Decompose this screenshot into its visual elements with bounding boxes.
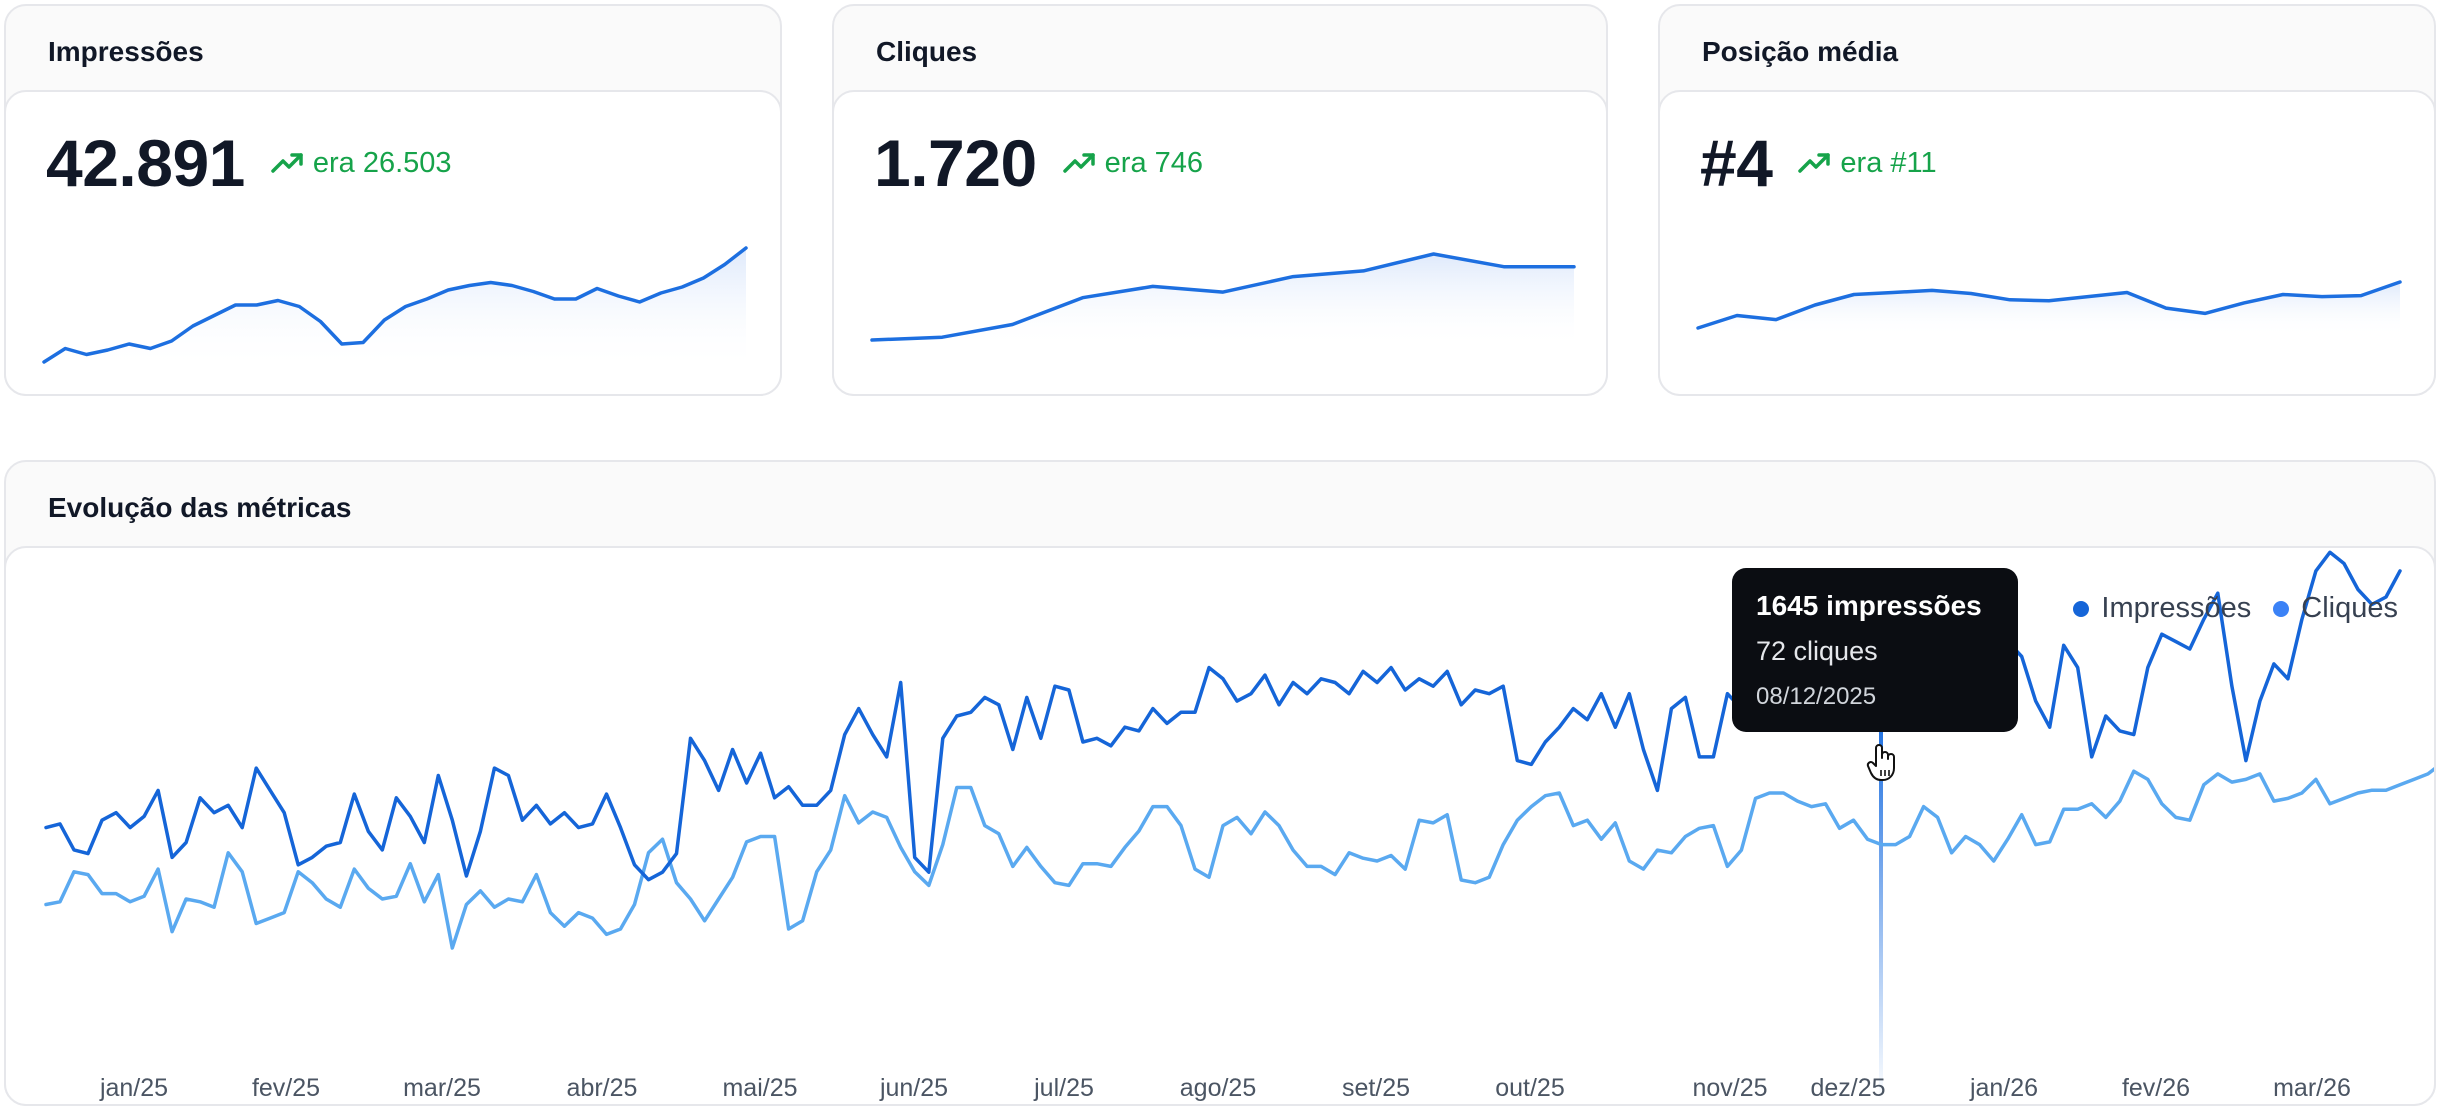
sparkline-area: [44, 248, 746, 370]
x-axis-tick-label: jan/25: [99, 1074, 168, 1102]
chart-body: jan/25 fev/25 mar/25 abr/25 mai/25 jun/25 jul/…: [4, 546, 2436, 1106]
kpi-trend: era #11: [1798, 146, 1937, 180]
legend-item-clicks[interactable]: Cliques: [2273, 592, 2398, 625]
trending-up-icon: [1062, 153, 1095, 173]
metrics-evolution-card: Evolução das métricas jan/25 fev/25 mar/25…: [4, 460, 2436, 1106]
sparkline-line: [870, 252, 1576, 342]
x-axis-tick-label: jan/26: [1969, 1074, 2038, 1102]
kpi-body: 1.720 era 746: [832, 90, 1608, 396]
sparkline-clicks: [870, 252, 1576, 348]
x-axis-tick-label: ago/25: [1180, 1074, 1256, 1102]
x-axis-tick-label: dez/25: [1810, 1074, 1885, 1102]
x-axis-tick-label: mar/25: [403, 1074, 481, 1102]
legend-dot: [2073, 600, 2090, 617]
kpi-body: 42.891 era 26.503: [4, 90, 782, 396]
sparkline-position: [1696, 280, 2402, 336]
chart-tooltip: 1645 impressões 72 cliques 08/12/2025: [1732, 568, 2018, 732]
chart-legend: Impressões Cliques: [2073, 592, 2398, 625]
x-axis-tick-label: nov/25: [1692, 1074, 1767, 1102]
tooltip-clicks: 72 cliques: [1756, 636, 1878, 666]
x-axis-tick-label: fev/25: [252, 1074, 320, 1102]
legend-item-impressions[interactable]: Impressões: [2073, 592, 2251, 625]
sparkline-impressions: [42, 246, 748, 370]
sparkline-area: [1698, 282, 2400, 336]
kpi-trend-label: era 746: [1104, 146, 1204, 179]
kpi-title: Posição média: [1702, 36, 1899, 67]
sparkline-area: [872, 254, 1574, 348]
legend-dot: [2273, 600, 2290, 617]
hover-crosshair: [1879, 718, 1883, 1102]
legend-label: Impressões: [2101, 592, 2252, 624]
kpi-trend: era 26.503: [271, 147, 452, 180]
trending-up-icon: [271, 153, 303, 173]
kpi-title: Cliques: [876, 36, 978, 67]
kpi-card-impressions: Impressões 42.891 era 26.503: [4, 4, 782, 396]
kpi-value: 42.891: [46, 126, 245, 200]
kpi-trend-label: era 26.503: [312, 146, 452, 179]
kpi-card-position: Posição média #4 era #11: [1658, 4, 2436, 396]
kpi-title: Impressões: [48, 36, 204, 67]
kpi-card-clicks: Cliques 1.720 era 746: [832, 4, 1608, 396]
chart-title: Evolução das métricas: [48, 492, 352, 523]
series-line-clicks: [44, 767, 2434, 950]
x-axis-tick-label: mai/25: [722, 1074, 797, 1102]
x-axis-tick-label: jul/25: [1033, 1074, 1094, 1102]
sparkline-line: [1696, 280, 2402, 330]
hand-cursor-icon: [1866, 744, 1895, 781]
kpi-value: #4: [1700, 126, 1773, 200]
kpi-value: 1.720: [874, 126, 1037, 200]
kpi-trend-label: era #11: [1840, 146, 1937, 179]
x-axis-tick-label: mar/26: [2273, 1074, 2351, 1102]
x-axis-tick-label: fev/26: [2122, 1074, 2190, 1102]
metrics-line-chart[interactable]: jan/25 fev/25 mar/25 abr/25 mai/25 jun/25 jul/…: [6, 548, 2436, 1106]
kpi-body: #4 era #11: [1658, 90, 2436, 396]
legend-label: Cliques: [2301, 592, 2398, 624]
x-axis-tick-label: abr/25: [567, 1074, 638, 1102]
kpi-trend: era 746: [1062, 146, 1204, 180]
trending-up-icon: [1798, 153, 1831, 173]
x-axis-tick-label: jun/25: [879, 1074, 948, 1102]
sparkline-line: [42, 246, 748, 364]
tooltip-date: 08/12/2025: [1756, 683, 1877, 710]
tooltip-impressions: 1645 impressões: [1756, 590, 1982, 621]
x-axis-tick-label: set/25: [1342, 1074, 1410, 1102]
x-axis-tick-label: out/25: [1495, 1074, 1565, 1102]
